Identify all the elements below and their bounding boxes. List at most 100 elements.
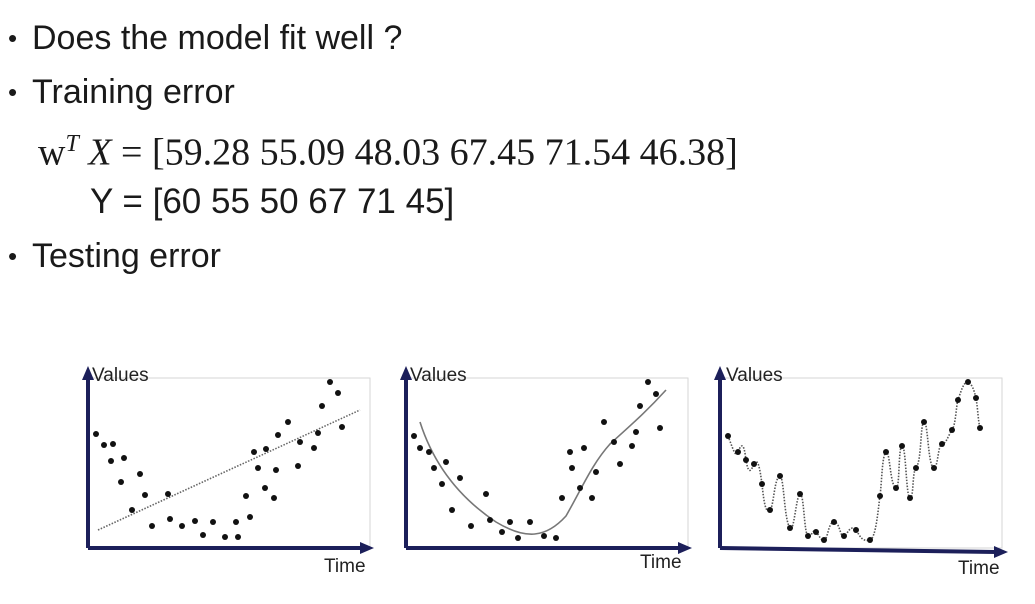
data-point bbox=[121, 455, 127, 461]
data-point bbox=[255, 465, 261, 471]
data-point bbox=[319, 403, 325, 409]
data-point bbox=[327, 379, 333, 385]
data-point bbox=[243, 493, 249, 499]
prediction-values: [59.28 55.09 48.03 67.45 71.54 46.38] bbox=[151, 131, 738, 174]
data-point bbox=[853, 527, 859, 533]
x-axis-arrow-icon bbox=[994, 546, 1008, 558]
data-point bbox=[601, 419, 607, 425]
data-point bbox=[883, 449, 889, 455]
data-point bbox=[559, 495, 565, 501]
data-point bbox=[297, 439, 303, 445]
data-point bbox=[813, 529, 819, 535]
data-point bbox=[210, 519, 216, 525]
data-point bbox=[589, 495, 595, 501]
data-point bbox=[285, 419, 291, 425]
target-equation: Y = [60 55 50 67 71 45] bbox=[90, 182, 455, 221]
data-point bbox=[101, 442, 107, 448]
data-point bbox=[149, 523, 155, 529]
data-point bbox=[617, 461, 623, 467]
data-point bbox=[767, 507, 773, 513]
plot-frame bbox=[719, 377, 1003, 549]
transpose-symbol: T bbox=[65, 131, 79, 157]
data-point bbox=[507, 519, 513, 525]
data-point bbox=[443, 459, 449, 465]
data-point bbox=[805, 533, 811, 539]
data-point bbox=[931, 465, 937, 471]
data-point bbox=[263, 446, 269, 452]
bullet-does-model-fit: • Does the model fit well ? bbox=[8, 18, 402, 58]
data-point bbox=[657, 425, 663, 431]
y-axis-label: Values bbox=[410, 365, 467, 386]
data-point bbox=[192, 518, 198, 524]
data-point bbox=[629, 443, 635, 449]
data-point bbox=[743, 457, 749, 463]
data-point bbox=[483, 491, 489, 497]
data-point bbox=[339, 424, 345, 430]
bullet-training-error: • Training error bbox=[8, 72, 235, 112]
plot-frame bbox=[87, 377, 371, 549]
data-point bbox=[426, 449, 432, 455]
data-point bbox=[777, 473, 783, 479]
data-point bbox=[759, 481, 765, 487]
data-point bbox=[577, 485, 583, 491]
data-point bbox=[637, 403, 643, 409]
data-point bbox=[295, 463, 301, 469]
data-point bbox=[569, 465, 575, 471]
data-point bbox=[797, 491, 803, 497]
data-point bbox=[735, 449, 741, 455]
data-point bbox=[527, 519, 533, 525]
data-point bbox=[939, 441, 945, 447]
data-point bbox=[955, 397, 961, 403]
data-point bbox=[93, 431, 99, 437]
bullet-marker: • bbox=[8, 241, 18, 271]
x-axis-arrow-icon bbox=[360, 542, 374, 554]
data-point bbox=[235, 534, 241, 540]
bullet-marker: • bbox=[8, 23, 18, 53]
data-point bbox=[949, 427, 955, 433]
data-point bbox=[899, 443, 905, 449]
data-point bbox=[893, 485, 899, 491]
fit-curve bbox=[419, 389, 667, 535]
data-point bbox=[633, 429, 639, 435]
plot-good-fit-svg: Values Time bbox=[400, 365, 692, 573]
x-axis-label: Time bbox=[640, 552, 682, 573]
data-point bbox=[108, 458, 114, 464]
data-point bbox=[567, 449, 573, 455]
data-point bbox=[921, 419, 927, 425]
bullet-text: Testing error bbox=[32, 237, 221, 275]
data-point bbox=[725, 433, 731, 439]
data-point bbox=[611, 439, 617, 445]
bullet-testing-error: • Testing error bbox=[8, 236, 221, 276]
data-point bbox=[118, 479, 124, 485]
data-point bbox=[645, 379, 651, 385]
data-point bbox=[142, 492, 148, 498]
data-point bbox=[411, 433, 417, 439]
data-point bbox=[541, 533, 547, 539]
data-point bbox=[233, 519, 239, 525]
y-axis-label: Values bbox=[92, 365, 149, 386]
data-point bbox=[841, 533, 847, 539]
data-point bbox=[457, 475, 463, 481]
y-axis-arrow-icon bbox=[400, 366, 412, 380]
data-point bbox=[867, 537, 873, 543]
data-point bbox=[468, 523, 474, 529]
data-point bbox=[137, 471, 143, 477]
y-axis-label: Values bbox=[726, 365, 783, 386]
data-points bbox=[411, 379, 663, 541]
plot-underfit: Values Time bbox=[78, 360, 378, 582]
data-point bbox=[335, 390, 341, 396]
data-point bbox=[311, 445, 317, 451]
data-point bbox=[222, 534, 228, 540]
x-axis bbox=[719, 546, 997, 554]
plot-overfit-svg: Values Time bbox=[714, 365, 1008, 579]
data-point bbox=[593, 469, 599, 475]
data-point bbox=[273, 467, 279, 473]
data-point bbox=[499, 529, 505, 535]
data-point bbox=[831, 519, 837, 525]
data-point bbox=[821, 537, 827, 543]
data-point bbox=[439, 481, 445, 487]
data-point bbox=[515, 535, 521, 541]
data-point bbox=[179, 523, 185, 529]
data-point bbox=[751, 461, 757, 467]
data-point bbox=[251, 449, 257, 455]
